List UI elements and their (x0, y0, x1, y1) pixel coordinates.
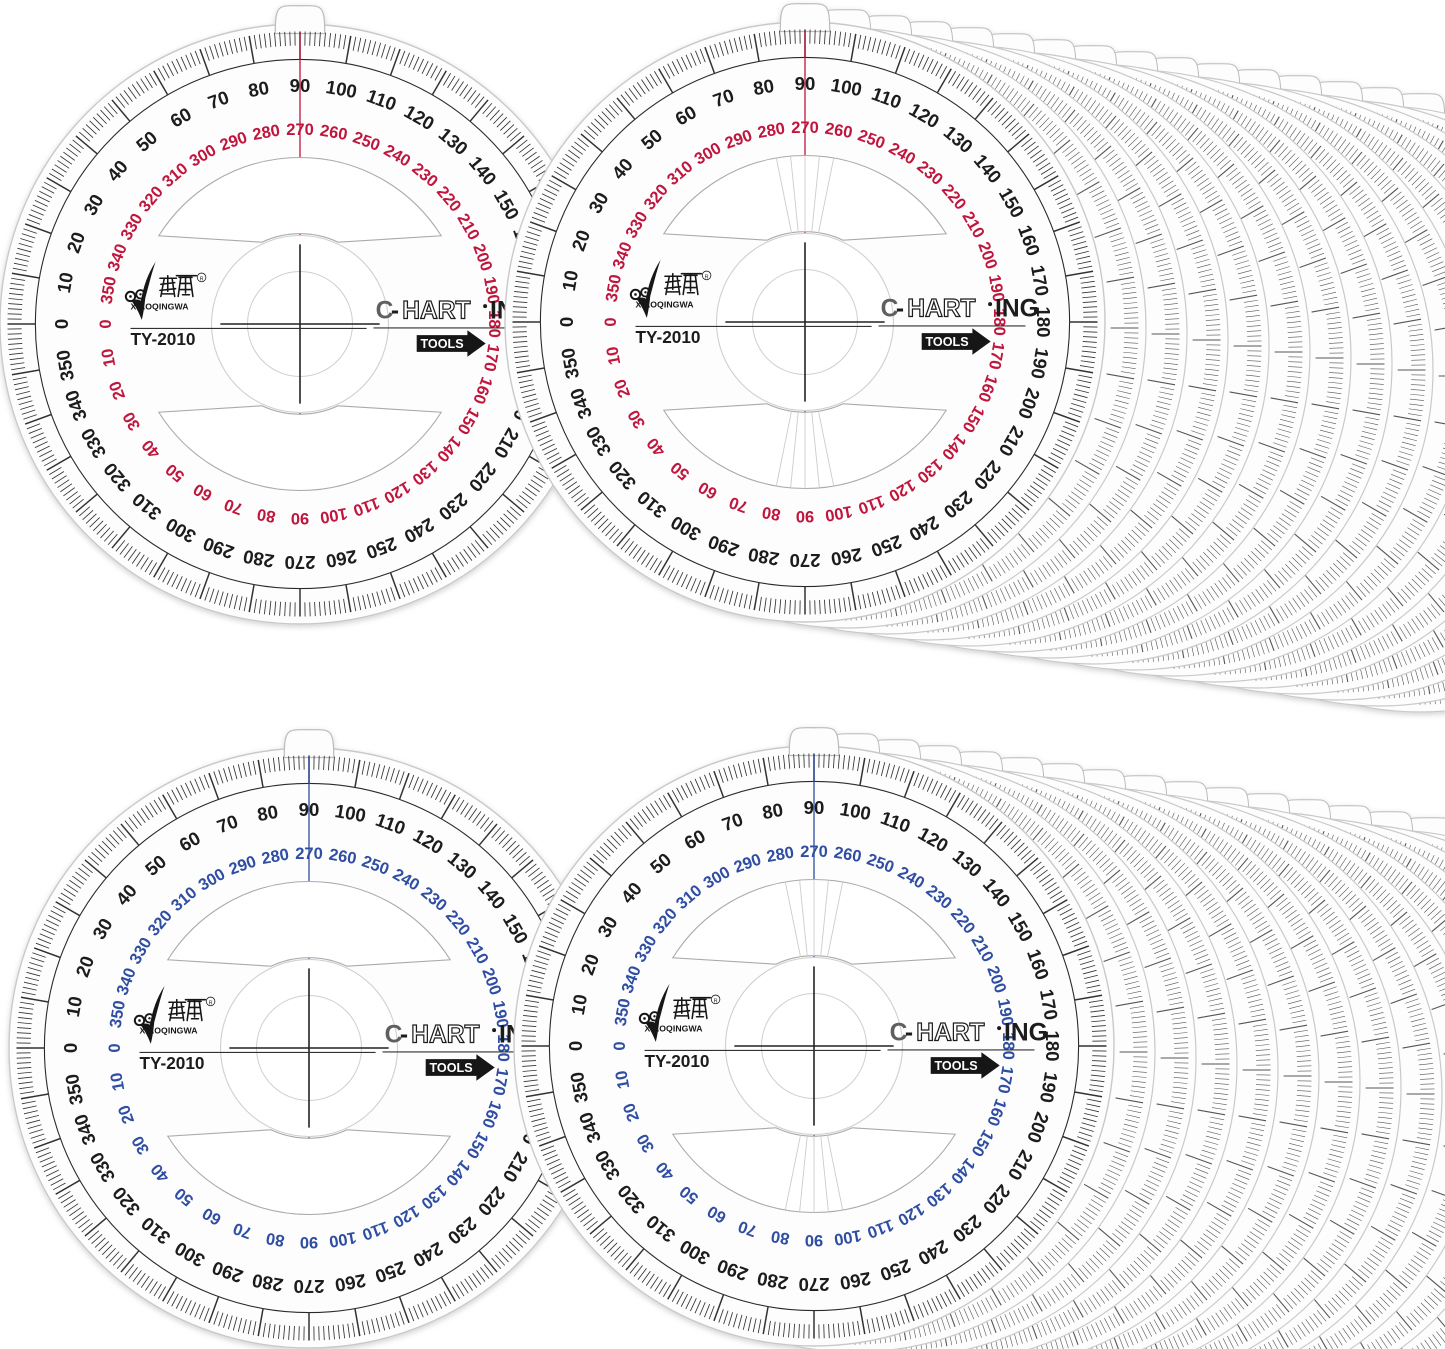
svg-text:0: 0 (106, 1043, 124, 1052)
svg-text:TOOLS: TOOLS (934, 1059, 977, 1073)
svg-text:-: - (896, 295, 904, 322)
svg-text:0: 0 (51, 319, 72, 329)
svg-text:80: 80 (770, 1227, 791, 1248)
svg-text:90: 90 (804, 797, 825, 818)
svg-text:270: 270 (789, 550, 820, 571)
svg-text:270: 270 (284, 552, 315, 573)
svg-text:80: 80 (761, 503, 782, 524)
svg-text:270: 270 (286, 121, 314, 139)
svg-text:80: 80 (752, 75, 776, 99)
svg-text:TOOLS: TOOLS (925, 335, 968, 349)
svg-text:90: 90 (300, 1233, 318, 1251)
svg-text:10: 10 (558, 269, 582, 293)
svg-text:10: 10 (567, 993, 591, 1017)
svg-text:R: R (200, 277, 204, 283)
svg-text:80: 80 (761, 799, 785, 823)
svg-text:R: R (209, 1001, 213, 1007)
svg-text:-: - (905, 1019, 913, 1046)
svg-text:R: R (705, 275, 709, 281)
svg-text:10: 10 (107, 1071, 128, 1092)
svg-text:TY-2010: TY-2010 (131, 329, 196, 349)
svg-text:HART: HART (916, 1019, 984, 1046)
svg-text:0: 0 (556, 317, 577, 327)
svg-text:270: 270 (791, 119, 819, 137)
svg-text:HART: HART (907, 295, 975, 322)
svg-text:XIAOQINGWA: XIAOQINGWA (131, 301, 190, 311)
svg-text:10: 10 (53, 271, 77, 295)
svg-text:HART: HART (411, 1021, 479, 1048)
svg-text:TY-2010: TY-2010 (645, 1051, 710, 1071)
svg-text:XIAOQINGWA: XIAOQINGWA (636, 299, 695, 309)
svg-text:TY-2010: TY-2010 (140, 1053, 205, 1073)
svg-text:80: 80 (256, 801, 280, 825)
svg-text:ING: ING (995, 295, 1039, 322)
svg-text:80: 80 (247, 77, 271, 101)
svg-text:90: 90 (299, 799, 320, 820)
svg-text:80: 80 (265, 1229, 286, 1250)
svg-text:10: 10 (603, 345, 624, 366)
svg-text:HART: HART (402, 297, 470, 324)
svg-text:270: 270 (293, 1276, 324, 1297)
svg-text:R: R (714, 999, 718, 1005)
svg-text:90: 90 (805, 1231, 823, 1249)
svg-text:10: 10 (62, 995, 86, 1019)
svg-text:0: 0 (60, 1043, 81, 1053)
svg-text:-: - (400, 1021, 408, 1048)
svg-text:-: - (391, 297, 399, 324)
svg-text:XIAOQINGWA: XIAOQINGWA (140, 1025, 199, 1035)
svg-text:90: 90 (290, 75, 311, 96)
svg-text:90: 90 (795, 73, 816, 94)
svg-text:0: 0 (97, 319, 115, 328)
svg-text:270: 270 (800, 843, 828, 861)
svg-text:270: 270 (295, 845, 323, 863)
svg-text:0: 0 (565, 1041, 586, 1051)
svg-text:TOOLS: TOOLS (420, 337, 463, 351)
svg-text:90: 90 (291, 509, 309, 527)
svg-text:TY-2010: TY-2010 (636, 327, 701, 347)
svg-text:270: 270 (798, 1274, 829, 1295)
svg-text:XIAOQINGWA: XIAOQINGWA (645, 1023, 704, 1033)
svg-text:10: 10 (612, 1069, 633, 1090)
svg-text:90: 90 (796, 507, 814, 525)
svg-text:0: 0 (602, 317, 620, 326)
svg-text:ING: ING (1004, 1019, 1048, 1046)
svg-text:80: 80 (256, 505, 277, 526)
svg-text:10: 10 (98, 347, 119, 368)
svg-text:0: 0 (611, 1041, 629, 1050)
svg-text:TOOLS: TOOLS (429, 1061, 472, 1075)
